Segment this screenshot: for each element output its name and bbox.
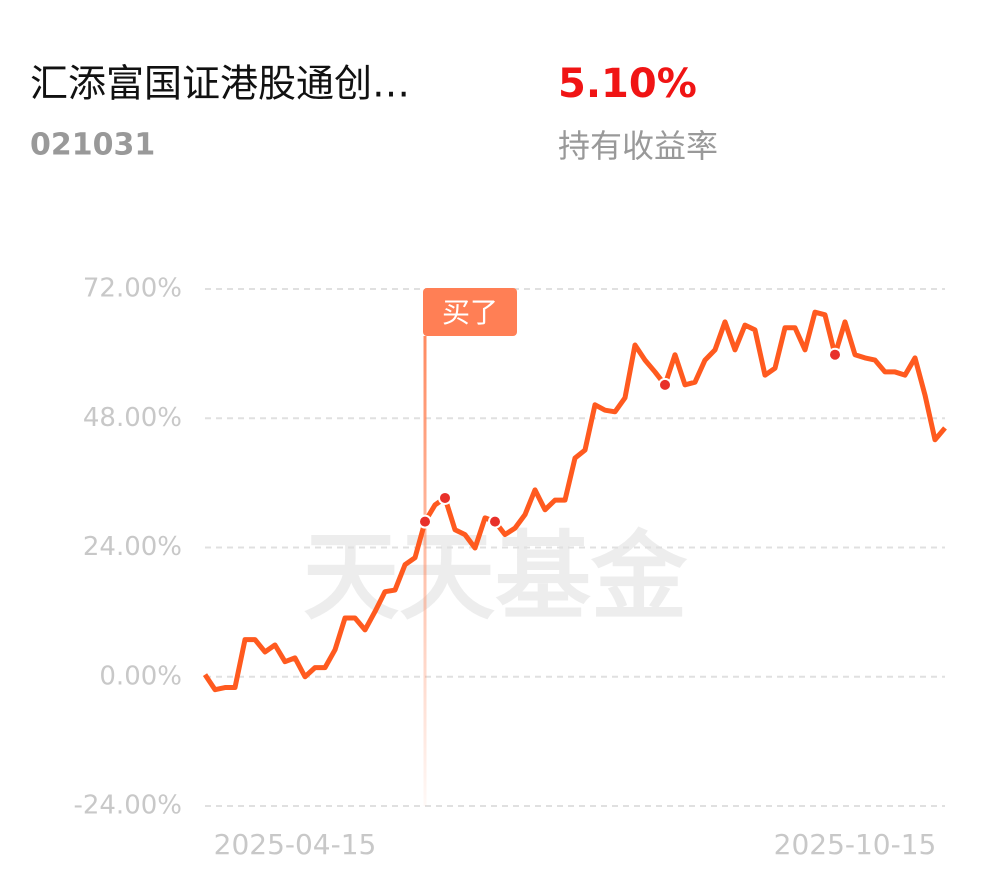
y-tick-label: 48.00% [83, 403, 182, 433]
marker [658, 377, 672, 392]
y-tick-label: 24.00% [83, 532, 182, 562]
buy-flag [423, 288, 517, 336]
fund-code: 021031 [30, 128, 155, 163]
marker [438, 490, 452, 505]
x-tick-label: 2025-10-15 [774, 828, 937, 861]
return-label: 持有收益率 [558, 127, 718, 165]
line [202, 309, 947, 693]
watermark: 天天基金 [303, 520, 688, 633]
buy-label: 买了 [442, 296, 498, 329]
y-tick-label: 72.00% [83, 274, 182, 304]
marker [828, 347, 842, 362]
buy-line [423, 336, 427, 806]
marker [488, 514, 502, 529]
x-tick-label: 2025-04-15 [214, 828, 377, 861]
y-tick-label: -24.00% [73, 791, 182, 821]
return-value: 5.10% [558, 61, 697, 107]
marker [418, 514, 432, 529]
fund-name: 汇添富国证港股通创… [30, 62, 410, 106]
y-tick-label: 0.00% [99, 661, 182, 691]
